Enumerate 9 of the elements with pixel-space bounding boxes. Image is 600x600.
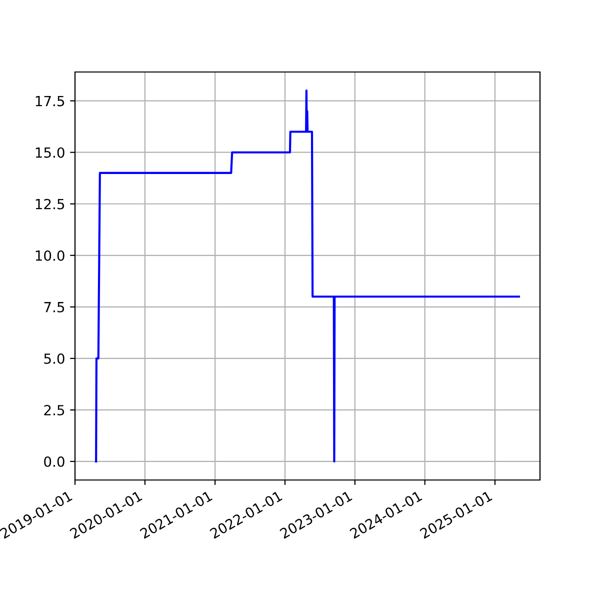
y-tick-label: 5.0: [44, 353, 64, 364]
y-tick-label: 15.0: [36, 147, 64, 158]
line-series: [95, 90, 520, 462]
y-tick-label: 12.5: [36, 198, 64, 210]
y-tick-label: 2.5: [44, 404, 64, 416]
y-tick-label: 0.0: [44, 456, 64, 467]
y-tick-label: 17.5: [36, 96, 64, 106]
y-tick-label: 7.5: [44, 302, 64, 312]
y-tick-label: 10.0: [36, 250, 64, 261]
